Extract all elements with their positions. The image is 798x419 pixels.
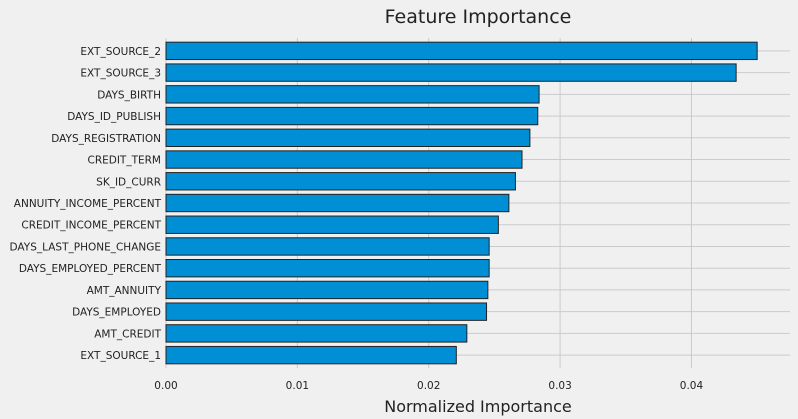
y-tick-label: CREDIT_INCOME_PERCENT xyxy=(21,220,161,232)
bar xyxy=(165,237,490,256)
y-tick-label: DAYS_LAST_PHONE_CHANGE xyxy=(10,241,161,253)
y-tick-label: EXT_SOURCE_3 xyxy=(80,68,161,80)
y-tick-label: DAYS_EMPLOYED_PERCENT xyxy=(19,263,162,275)
x-tick-label: 0.03 xyxy=(548,380,571,392)
bar xyxy=(165,324,468,343)
y-tick-label: DAYS_ID_PUBLISH xyxy=(67,111,161,123)
bar xyxy=(165,150,523,169)
bar xyxy=(165,106,539,126)
y-tick-label: CREDIT_TERM xyxy=(87,155,161,167)
x-tick-label: 0.02 xyxy=(417,380,440,392)
bar xyxy=(165,85,540,104)
y-tick-label: AMT_CREDIT xyxy=(94,328,161,340)
bar xyxy=(165,259,490,278)
x-tick-label: 0.00 xyxy=(154,380,177,392)
bar xyxy=(165,41,758,61)
bar xyxy=(165,193,510,213)
y-tick-label: ANNUITY_INCOME_PERCENT xyxy=(14,198,162,210)
y-tick-label: SK_ID_CURR xyxy=(96,176,161,188)
x-tick-label: 0.01 xyxy=(286,380,309,392)
bar xyxy=(165,63,737,82)
x-tick-label: 0.04 xyxy=(680,380,704,392)
x-axis-label: Normalized Importance xyxy=(384,397,572,416)
y-tick-label: EXT_SOURCE_2 xyxy=(80,46,161,58)
bar-layer xyxy=(165,41,758,365)
y-tick-label: DAYS_BIRTH xyxy=(97,89,161,101)
chart-title: Feature Importance xyxy=(385,6,572,28)
x-tick-labels: 0.00 0.01 0.02 0.03 0.04 xyxy=(154,380,703,392)
y-tick-labels: EXT_SOURCE_2 EXT_SOURCE_3 DAYS_BIRTH DAYS_I… xyxy=(10,46,162,362)
bar xyxy=(165,345,457,365)
bar xyxy=(165,302,488,321)
bar xyxy=(165,172,516,191)
y-tick-label: DAYS_REGISTRATION xyxy=(51,133,161,145)
y-tick-label: DAYS_EMPLOYED xyxy=(72,307,161,319)
y-tick-label: EXT_SOURCE_1 xyxy=(80,350,161,362)
y-tick-label: AMT_ANNUITY xyxy=(87,285,162,297)
bar xyxy=(165,280,489,300)
bar xyxy=(165,215,499,234)
bar xyxy=(165,128,531,147)
